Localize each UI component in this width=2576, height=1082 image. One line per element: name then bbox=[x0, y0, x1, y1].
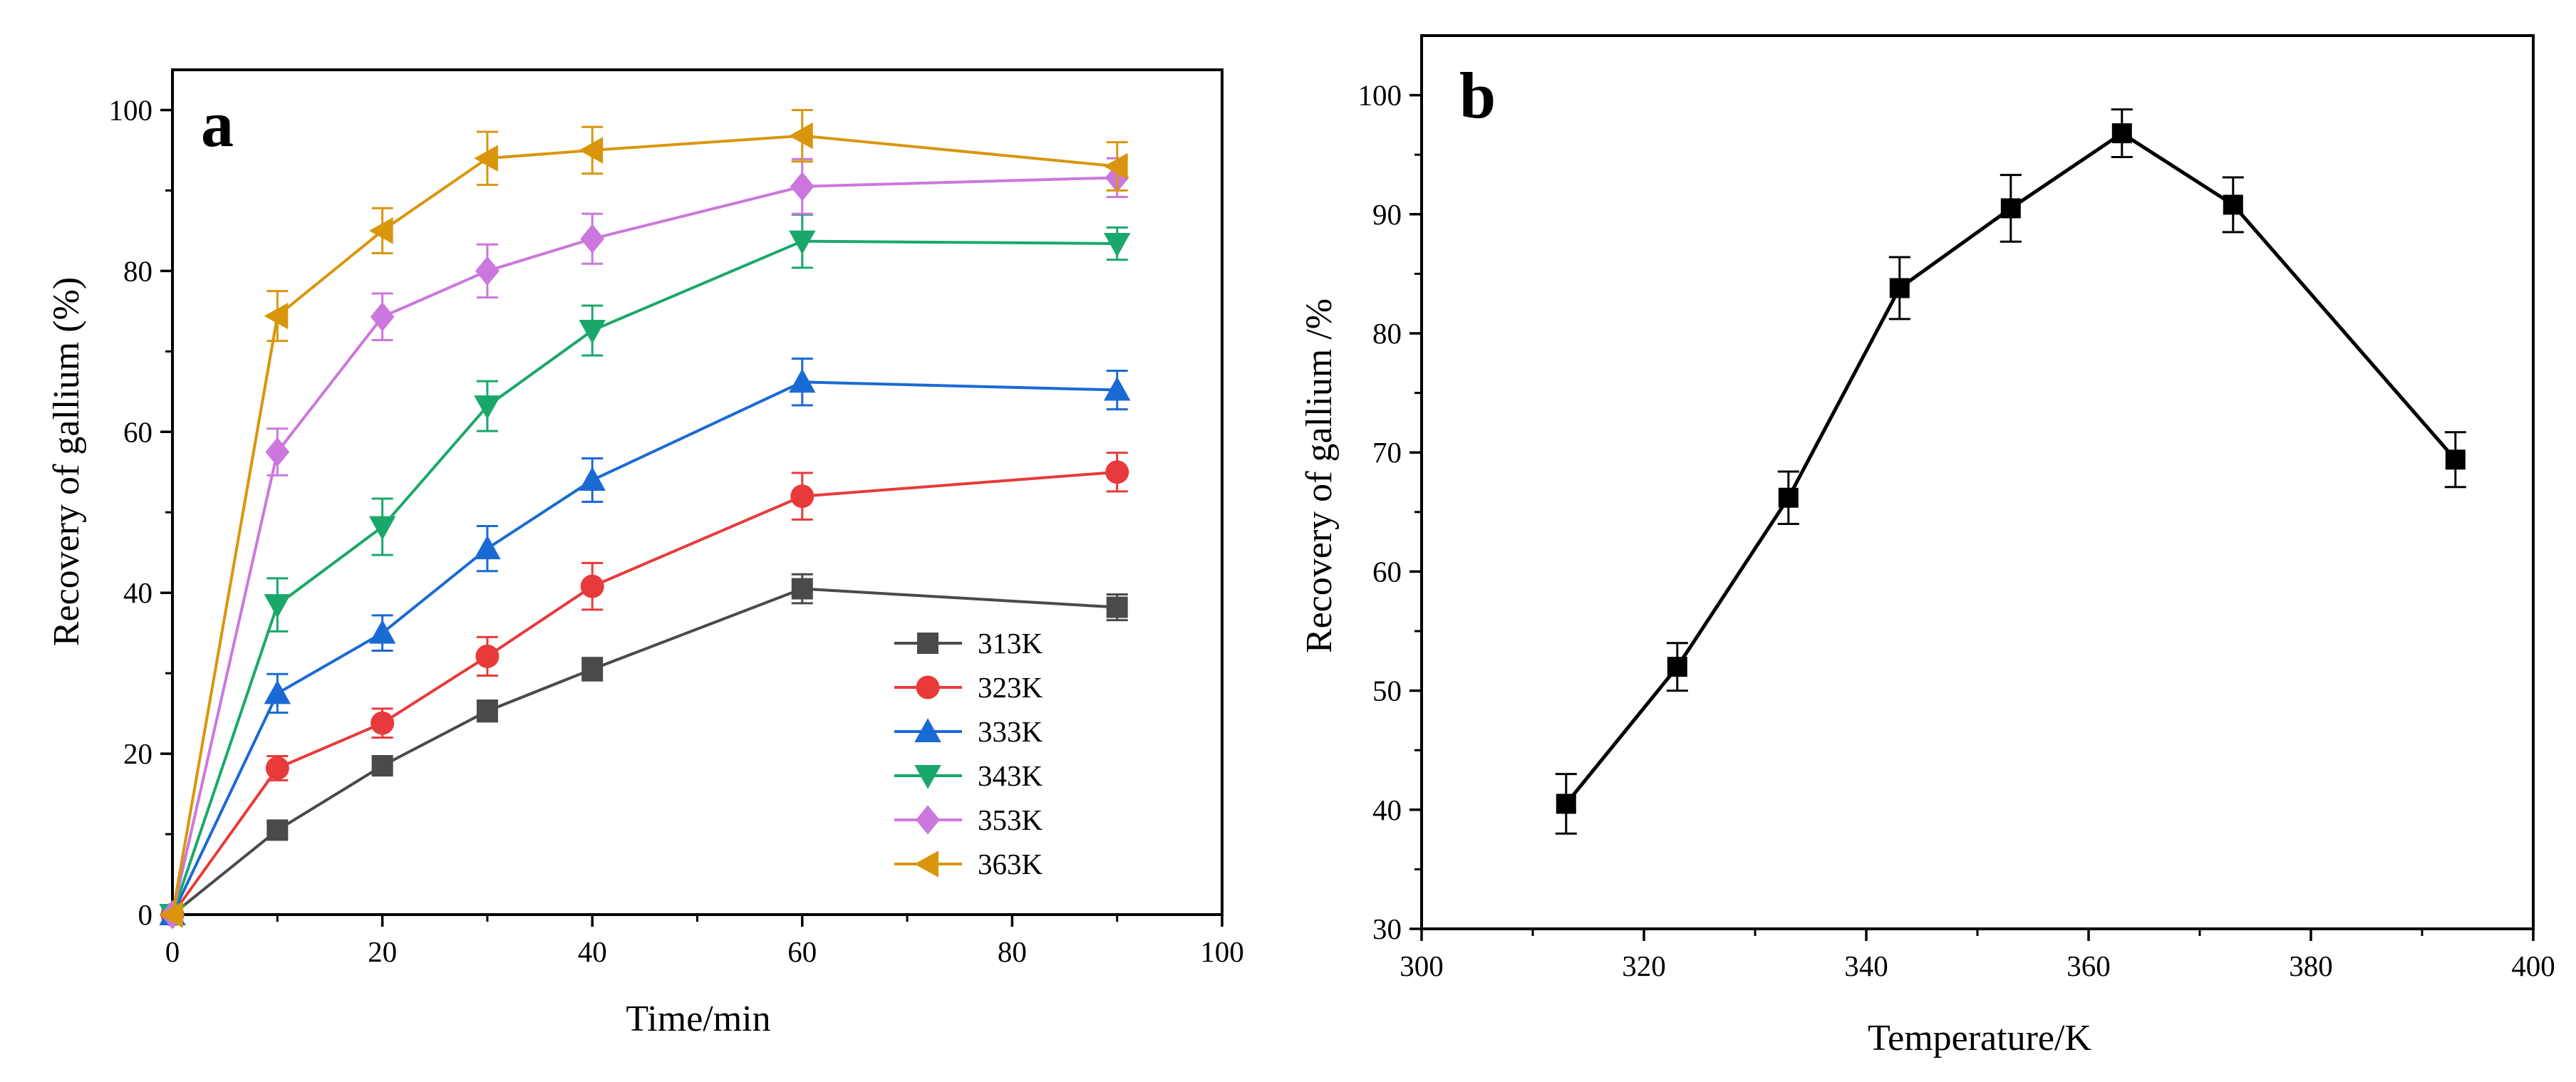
panel-b-y-axis-label: Recovery of gallium /% bbox=[1299, 298, 1340, 653]
panel-a-data-point bbox=[474, 395, 501, 420]
panel-a-legend-marker bbox=[916, 675, 940, 699]
panel-a-legend-marker bbox=[917, 633, 938, 654]
panel-b-x-axis-label: Temperature/K bbox=[1868, 1018, 2091, 1058]
panel-a-data-point bbox=[265, 756, 289, 780]
panel-a-legend-label: 323K bbox=[978, 671, 1043, 704]
panel-b-x-tick-label: 340 bbox=[1844, 950, 1888, 982]
panel-a-y-tick-label: 40 bbox=[123, 576, 152, 609]
panel-a-x-tick-label: 0 bbox=[165, 935, 180, 968]
panel-a-legend-label: 363K bbox=[978, 848, 1043, 880]
panel-a-legend-label: 313K bbox=[978, 627, 1043, 660]
panel-a-data-point bbox=[1103, 376, 1131, 401]
panel-b-x-tick-label: 380 bbox=[2289, 950, 2333, 982]
panel-a-data-point bbox=[1106, 596, 1128, 618]
panel-a-data-point bbox=[264, 302, 289, 330]
panel-b-x-tick-label: 320 bbox=[1622, 950, 1666, 982]
panel-a-data-point bbox=[1105, 460, 1129, 484]
panel-a-data-point bbox=[267, 819, 289, 841]
panel-a-data-point bbox=[1103, 152, 1128, 180]
panel-a-data-point bbox=[368, 516, 396, 541]
panel-a-data-point bbox=[368, 619, 396, 644]
panel-a-series-343K bbox=[159, 213, 1131, 928]
panel-a-series-363K bbox=[159, 108, 1128, 928]
panel-a-x-tick-label: 60 bbox=[787, 935, 817, 968]
panel-a-data-point bbox=[475, 644, 500, 668]
panel-a-data-point bbox=[580, 224, 605, 254]
panel-b-x-tick-label: 300 bbox=[1400, 950, 1444, 982]
panel-a-data-point bbox=[789, 230, 816, 255]
panel-b-data-point bbox=[2111, 123, 2132, 144]
panel-b-data-point bbox=[1778, 487, 1799, 508]
panel-a-x-tick-label: 40 bbox=[578, 935, 607, 968]
panel-b-data-point bbox=[1667, 657, 1687, 677]
panel-a-data-point bbox=[265, 437, 290, 467]
panel-a-data-point bbox=[790, 484, 814, 509]
panel-a-data-point bbox=[159, 901, 183, 928]
panel-a-data-point bbox=[476, 700, 498, 722]
panel-b-data-point bbox=[2000, 198, 2021, 219]
panel-b-series-line bbox=[1564, 131, 2457, 806]
panel-b-letter: b bbox=[1459, 59, 1496, 132]
panel-a-y-tick-label: 0 bbox=[138, 898, 153, 931]
panel-a-letter: a bbox=[201, 88, 234, 160]
panel-a-y-tick-label: 80 bbox=[123, 254, 152, 287]
panel-b-data-point bbox=[2223, 194, 2243, 215]
panel-a-x-tick-label: 80 bbox=[998, 935, 1027, 968]
panel-a-legend-label: 333K bbox=[978, 715, 1043, 748]
panel-a-data-point bbox=[368, 217, 393, 244]
panel-a-x-tick-label: 100 bbox=[1200, 935, 1244, 968]
panel-a-chart: a Time/min Recovery of gallium (%) 0 20 40… bbox=[46, 68, 1244, 1039]
panel-b-series-Recovery bbox=[1555, 108, 2466, 835]
panel-a-data-point bbox=[791, 578, 813, 600]
panel-a-legend-marker bbox=[914, 850, 938, 878]
panel-a-data-point bbox=[474, 145, 498, 172]
panel-a-data-point bbox=[370, 302, 395, 332]
panel-b-y-tick-label: 50 bbox=[1372, 675, 1402, 707]
panel-a-legend-marker bbox=[916, 805, 940, 835]
panel-b-data-point bbox=[1556, 794, 1576, 814]
panel-a-data-point bbox=[371, 711, 395, 735]
panel-a-y-tick-label: 60 bbox=[123, 415, 152, 448]
panel-a-data-point bbox=[474, 535, 501, 560]
panel-a-data-point bbox=[579, 467, 606, 491]
panel-b-data-point bbox=[1889, 278, 1910, 298]
panel-a-data-point bbox=[264, 594, 291, 618]
panel-a-legend-label: 353K bbox=[978, 803, 1043, 836]
panel-a-x-axis-label: Time/min bbox=[626, 999, 770, 1039]
panel-b-y-tick-label: 100 bbox=[1358, 79, 1402, 112]
panel-b-y-tick-label: 90 bbox=[1372, 198, 1402, 231]
panel-b-x-tick-label: 360 bbox=[2067, 950, 2111, 982]
panel-b-y-tick-label: 70 bbox=[1372, 436, 1402, 469]
panel-a-data-point bbox=[371, 755, 393, 777]
panel-a-data-point bbox=[264, 680, 291, 704]
panel-a-legend-marker bbox=[914, 765, 941, 789]
panel-a-legend-label: 343K bbox=[978, 759, 1043, 792]
panel-b-x-tick-label: 400 bbox=[2511, 950, 2555, 982]
panel-a-data-point bbox=[475, 256, 500, 286]
panel-a-y-tick-label: 20 bbox=[123, 737, 152, 770]
panel-a-y-axis-label: Recovery of gallium (%) bbox=[46, 277, 87, 646]
panel-b-y-tick-label: 60 bbox=[1372, 555, 1402, 588]
panel-a-data-point bbox=[1103, 232, 1131, 257]
panel-b-y-tick-label: 30 bbox=[1372, 912, 1402, 945]
panel-a-data-point bbox=[789, 368, 816, 393]
panel-a-data-point bbox=[789, 122, 813, 150]
panel-a-data-point bbox=[790, 172, 814, 202]
panel-a-x-tick-label: 20 bbox=[368, 935, 397, 968]
panel-a-series-323K bbox=[160, 452, 1129, 927]
panel-a-y-tick-label: 100 bbox=[109, 93, 153, 126]
panel-b-y-tick-label: 40 bbox=[1372, 794, 1402, 826]
panel-a-legend-marker bbox=[914, 718, 941, 742]
panel-b-y-tick-label: 80 bbox=[1372, 317, 1402, 350]
panel-a-data-point bbox=[581, 658, 604, 680]
panel-a-data-point bbox=[580, 574, 604, 598]
panel-b-chart: b Temperature/K Recovery of gallium /% 3… bbox=[1299, 34, 2555, 1058]
panel-b-data-point bbox=[2445, 449, 2466, 470]
panel-a-legend: 313K 323K 333K 343K 353K 363K bbox=[894, 627, 1043, 880]
panel-a-data-point bbox=[579, 137, 604, 164]
panel-a-data-point bbox=[579, 319, 606, 344]
